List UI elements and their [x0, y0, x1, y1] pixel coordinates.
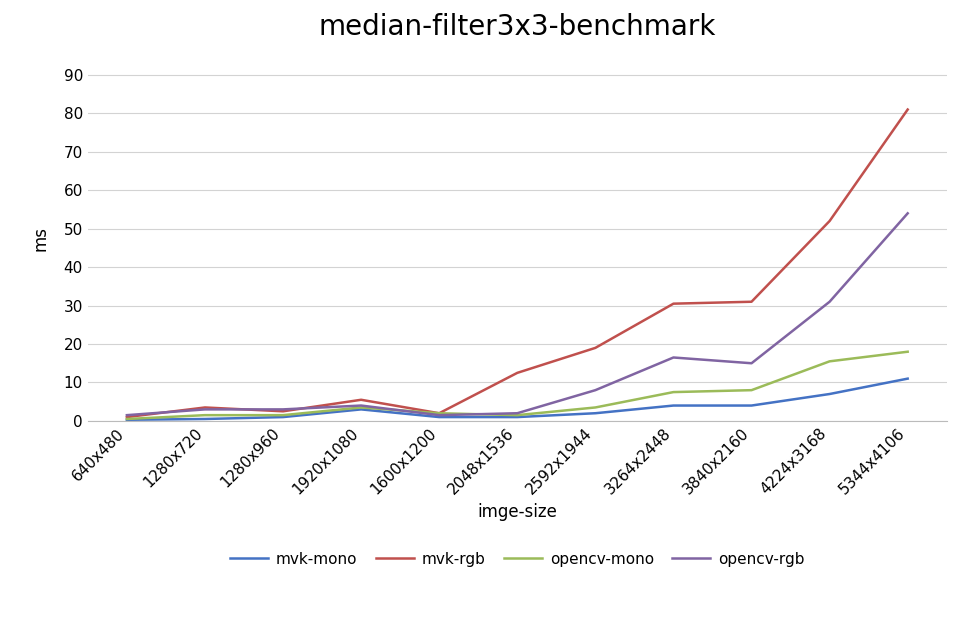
opencv-mono: [746, 386, 757, 394]
opencv-rgb: [668, 354, 679, 361]
opencv-mono: [277, 412, 289, 419]
opencv-mono: [199, 412, 211, 419]
mvk-mono: [668, 402, 679, 409]
mvk-rgb: [199, 404, 211, 411]
opencv-mono: [668, 388, 679, 396]
mvk-rgb: [121, 413, 133, 421]
Line: mvk-mono: mvk-mono: [127, 379, 908, 420]
opencv-rgb: [433, 412, 445, 419]
opencv-rgb: [199, 405, 211, 413]
mvk-mono: [824, 391, 835, 398]
opencv-mono: [121, 415, 133, 423]
opencv-rgb: [824, 298, 835, 305]
mvk-rgb: [511, 369, 523, 376]
opencv-rgb: [746, 360, 757, 367]
mvk-mono: [433, 413, 445, 421]
mvk-rgb: [902, 106, 914, 113]
mvk-mono: [121, 416, 133, 423]
opencv-mono: [824, 358, 835, 365]
mvk-mono: [746, 402, 757, 409]
mvk-rgb: [746, 298, 757, 305]
mvk-rgb: [355, 396, 367, 404]
opencv-mono: [355, 404, 367, 411]
mvk-mono: [355, 405, 367, 413]
opencv-rgb: [590, 386, 601, 394]
Line: mvk-rgb: mvk-rgb: [127, 110, 908, 417]
opencv-rgb: [355, 402, 367, 409]
opencv-rgb: [511, 410, 523, 417]
X-axis label: imge-size: imge-size: [477, 503, 557, 521]
mvk-rgb: [433, 410, 445, 417]
opencv-rgb: [277, 405, 289, 413]
Legend: mvk-mono, mvk-rgb, opencv-mono, opencv-rgb: mvk-mono, mvk-rgb, opencv-mono, opencv-r…: [224, 545, 810, 573]
mvk-rgb: [668, 300, 679, 308]
mvk-mono: [277, 413, 289, 421]
mvk-mono: [511, 413, 523, 421]
opencv-mono: [902, 348, 914, 355]
mvk-mono: [590, 410, 601, 417]
mvk-mono: [199, 415, 211, 423]
opencv-mono: [590, 404, 601, 411]
mvk-rgb: [824, 217, 835, 225]
opencv-rgb: [902, 210, 914, 217]
opencv-mono: [433, 410, 445, 417]
Line: opencv-mono: opencv-mono: [127, 352, 908, 419]
Y-axis label: ms: ms: [31, 226, 50, 251]
mvk-mono: [902, 375, 914, 383]
Line: opencv-rgb: opencv-rgb: [127, 214, 908, 415]
mvk-rgb: [590, 344, 601, 352]
mvk-rgb: [277, 407, 289, 415]
opencv-rgb: [121, 412, 133, 419]
Title: median-filter3x3-benchmark: median-filter3x3-benchmark: [318, 13, 716, 41]
opencv-mono: [511, 412, 523, 419]
